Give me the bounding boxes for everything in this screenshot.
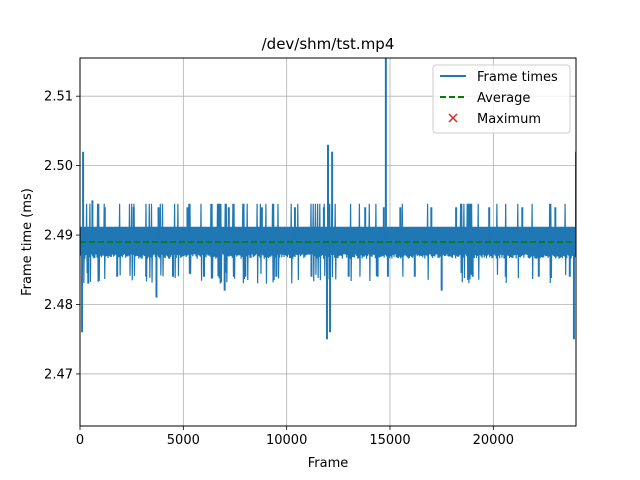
x-tick-label: 10000 xyxy=(266,433,307,448)
plot-frame xyxy=(79,57,577,427)
x-tick-label: 0 xyxy=(76,433,84,448)
legend: Frame times Average Maximum xyxy=(432,64,571,134)
y-tick-label: 2.49 xyxy=(44,229,73,244)
chart-title: /dev/shm/tst.mp4 xyxy=(262,35,395,53)
x-tick-label: 20000 xyxy=(473,433,514,448)
x-axis-label: Frame xyxy=(308,456,349,471)
ticks: 0 5000 10000 15000 20000 2.47 2.48 2.49 2.50 2.51 xyxy=(44,90,514,448)
x-tick-label: 5000 xyxy=(167,433,200,448)
legend-label-maximum: Maximum xyxy=(477,112,541,127)
y-tick-label: 2.48 xyxy=(44,298,73,313)
x-tick-label: 15000 xyxy=(369,433,410,448)
y-tick-label: 2.51 xyxy=(44,90,73,105)
data-layer xyxy=(80,58,576,340)
y-axis-label: Frame time (ms) xyxy=(20,188,35,296)
legend-label-frame-times: Frame times xyxy=(477,70,558,85)
y-tick-label: 2.50 xyxy=(44,159,73,174)
legend-box xyxy=(432,64,571,134)
legend-swatch-maximum xyxy=(448,113,458,123)
legend-label-average: Average xyxy=(477,91,530,106)
y-tick-label: 2.47 xyxy=(44,367,73,382)
